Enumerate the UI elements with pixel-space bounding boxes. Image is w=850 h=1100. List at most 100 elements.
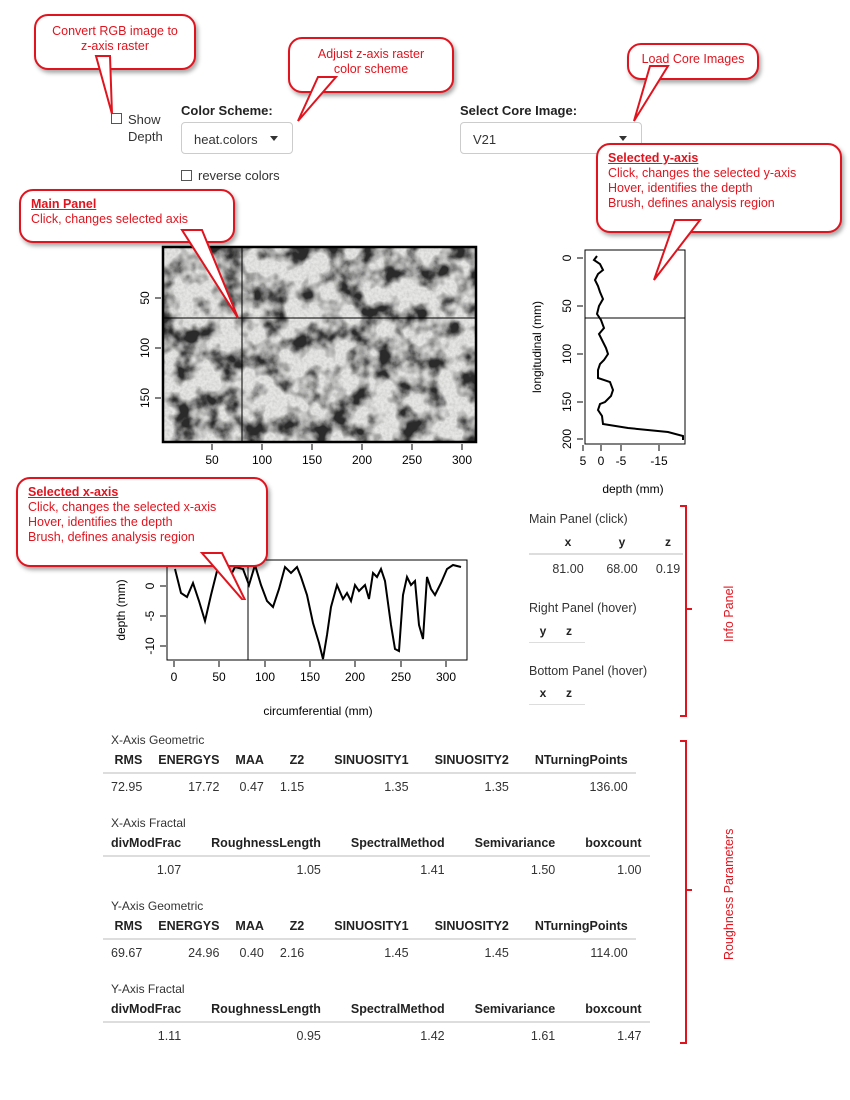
info-header-z: z bbox=[566, 686, 572, 700]
callout-line: Click, changes the selected x-axis bbox=[28, 500, 217, 514]
roughness-bracket-tick bbox=[686, 889, 692, 891]
col-header: Semivariance bbox=[452, 832, 564, 857]
main-x-tick-label: 300 bbox=[452, 453, 472, 467]
show-depth-label: Show Depth bbox=[128, 111, 163, 145]
info-panel-bracket-tick bbox=[686, 608, 692, 610]
col-header: MAA bbox=[227, 915, 272, 940]
right-x-tick-label: 0 bbox=[598, 454, 605, 468]
chevron-down-icon bbox=[619, 136, 627, 141]
cell: 1.11 bbox=[157, 1029, 182, 1043]
col-header: SpectralMethod bbox=[328, 832, 453, 857]
col-header: boxcount bbox=[563, 832, 650, 857]
info-panel-bracket bbox=[680, 505, 687, 717]
main-axes: 50 100 150 200 250 300 50 100 150 bbox=[138, 291, 472, 467]
info-header-rule bbox=[529, 704, 585, 705]
col-header: SINUOSITY1 bbox=[312, 915, 417, 940]
core-image-label: Select Core Image: bbox=[460, 103, 578, 118]
roughness-label: Roughness Parameters bbox=[722, 828, 736, 960]
bottom-y-tick-label: -5 bbox=[143, 610, 157, 621]
cell: 0.40 bbox=[239, 946, 264, 960]
main-plot-frame bbox=[161, 245, 478, 444]
info-value-x: 81.00 bbox=[552, 562, 584, 576]
bottom-x-tick-label: 300 bbox=[436, 670, 456, 684]
x-axis-fractal-title: X-Axis Fractal bbox=[111, 816, 186, 830]
chevron-down-icon bbox=[270, 136, 278, 141]
color-scheme-value: heat.colors bbox=[194, 132, 258, 147]
right-y-tick-label: 150 bbox=[560, 392, 574, 412]
col-header: ENERGYS bbox=[150, 915, 228, 940]
col-header: SINUOSITY2 bbox=[416, 915, 517, 940]
table-row: 1.11 0.95 1.42 1.61 1.47 bbox=[103, 1022, 650, 1047]
main-x-tick-label: 150 bbox=[302, 453, 322, 467]
depth-label: Depth bbox=[128, 129, 163, 144]
core-image-value: V21 bbox=[473, 132, 497, 147]
col-header: Semivariance bbox=[452, 998, 564, 1023]
show-depth-checkbox[interactable] bbox=[111, 113, 122, 124]
main-y-tick-label: 150 bbox=[138, 388, 152, 408]
color-scheme-label: Color Scheme: bbox=[181, 103, 273, 118]
callout-title: Selected x-axis bbox=[28, 485, 119, 499]
x-axis-geometric-title: X-Axis Geometric bbox=[111, 733, 205, 747]
bottom-plot-frame bbox=[166, 559, 468, 661]
info-value-y: 68.00 bbox=[606, 562, 638, 576]
info-header-rule bbox=[529, 553, 683, 555]
y-axis-geometric-table: RMS ENERGYS MAA Z2 SINUOSITY1 SINUOSITY2… bbox=[103, 915, 636, 964]
callout-title: Selected y-axis bbox=[608, 151, 699, 165]
cell: 17.72 bbox=[188, 780, 220, 794]
info-header-z: z bbox=[566, 624, 572, 638]
cell: 1.00 bbox=[617, 863, 642, 877]
cell: 114.00 bbox=[590, 946, 628, 960]
main-x-tick-label: 100 bbox=[252, 453, 272, 467]
callout-line: Click, changes the selected y-axis bbox=[608, 166, 797, 180]
cell: 1.35 bbox=[384, 780, 409, 794]
table-row: 72.95 17.72 0.47 1.15 1.35 1.35 136.00 bbox=[103, 773, 636, 798]
callout-main-panel: Main Panel Click, changes selected axis bbox=[19, 189, 235, 243]
y-axis-fractal-title: Y-Axis Fractal bbox=[111, 982, 185, 996]
callout-convert-rgb: Convert RGB image to z-axis raster bbox=[34, 14, 196, 70]
cell: 1.61 bbox=[530, 1029, 556, 1043]
cell: 69.67 bbox=[111, 946, 143, 960]
x-axis-profile-line bbox=[174, 561, 462, 660]
cell: 2.16 bbox=[279, 946, 305, 960]
col-header: RMS bbox=[103, 915, 151, 940]
show-label: Show bbox=[128, 112, 161, 127]
col-header: SINUOSITY2 bbox=[416, 749, 517, 774]
col-header: divModFrac bbox=[103, 832, 190, 857]
callout-line: Click, changes selected axis bbox=[31, 212, 189, 226]
core-image-select[interactable]: V21 bbox=[460, 122, 642, 154]
right-y-tick-label: 100 bbox=[560, 344, 574, 364]
reverse-colors-checkbox[interactable] bbox=[181, 170, 192, 181]
callout-line: z-axis raster bbox=[80, 39, 150, 53]
cell: 1.47 bbox=[617, 1029, 642, 1043]
main-panel-plot[interactable]: 50 100 150 200 250 300 50 100 150 bbox=[130, 238, 490, 478]
bottom-y-tick-label: -10 bbox=[143, 637, 157, 655]
x-axis-geometric-table: RMS ENERGYS MAA Z2 SINUOSITY1 SINUOSITY2… bbox=[103, 749, 636, 798]
reverse-colors-label: reverse colors bbox=[198, 168, 280, 183]
y-axis-profile-line bbox=[592, 255, 684, 440]
cell: 136.00 bbox=[589, 780, 628, 794]
col-header: NTurningPoints bbox=[516, 749, 636, 774]
col-header: Z2 bbox=[271, 749, 313, 774]
callout-title: Main Panel bbox=[31, 197, 97, 211]
bottom-axes: 0 50 100 150 200 250 300 0 -5 -10 bbox=[143, 582, 456, 684]
callout-line: Hover, identifies the depth bbox=[608, 181, 753, 195]
col-header: SpectralMethod bbox=[328, 998, 453, 1023]
bottom-x-tick-label: 250 bbox=[391, 670, 411, 684]
right-y-tick-label: 50 bbox=[560, 299, 574, 313]
col-header: boxcount bbox=[563, 998, 650, 1023]
y-axis-fractal-table: divModFrac RoughnessLength SpectralMetho… bbox=[103, 998, 650, 1047]
bottom-panel-plot[interactable]: 0 50 100 150 200 250 300 0 -5 -10 circumferential… bbox=[103, 555, 483, 725]
callout-selected-x-axis: Selected x-axis Click, changes the selec… bbox=[16, 477, 268, 567]
color-scheme-select[interactable]: heat.colors bbox=[181, 122, 293, 154]
col-header: RoughnessLength bbox=[189, 998, 329, 1023]
cell: 1.15 bbox=[279, 780, 305, 794]
right-plot-frame bbox=[584, 249, 686, 445]
callout-line: Load Core Images bbox=[641, 52, 745, 66]
right-x-tick-label: -5 bbox=[616, 454, 627, 468]
info-header-x: x bbox=[539, 686, 547, 700]
main-panel-click-title: Main Panel (click) bbox=[529, 512, 628, 526]
cell: 1.35 bbox=[484, 780, 509, 794]
cell: 1.45 bbox=[484, 946, 509, 960]
cell: 72.95 bbox=[111, 780, 143, 794]
